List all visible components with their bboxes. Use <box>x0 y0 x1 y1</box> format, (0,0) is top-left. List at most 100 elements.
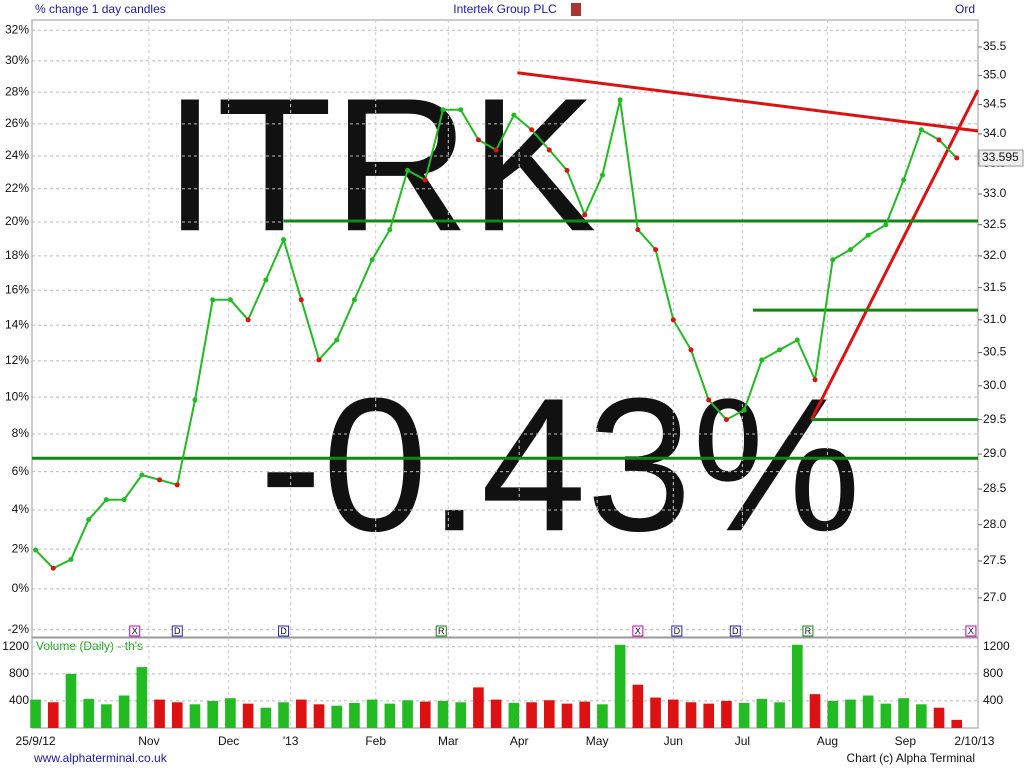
y2-tick-label: 2% <box>12 541 30 555</box>
price-point <box>653 247 659 253</box>
price-point <box>883 222 889 228</box>
event-marker <box>802 625 814 637</box>
volume-bar <box>295 699 307 728</box>
volume-bar <box>83 698 95 728</box>
y-tick-label: 29.0 <box>983 446 1007 460</box>
price-panel <box>31 19 979 638</box>
volume-bar <box>225 698 236 728</box>
x-tick-label: 2/10/13 <box>954 734 994 748</box>
price-point <box>741 407 747 413</box>
volume-bar <box>313 704 325 728</box>
price-point <box>121 497 127 503</box>
trend-line <box>517 71 979 133</box>
volume-tick-label: 400 <box>9 693 29 707</box>
price-point <box>511 112 517 118</box>
y2-tick-label: 32% <box>5 22 29 36</box>
volume-label: Volume (Daily) - th's <box>36 639 143 653</box>
price-point <box>936 137 942 143</box>
y2-tick-label: 22% <box>5 181 29 195</box>
x-tick-label: Feb <box>365 734 386 748</box>
volume-bar <box>473 687 484 728</box>
volume-bar <box>118 695 130 728</box>
y2-tick-label: 0% <box>12 581 30 595</box>
event-label: D <box>174 626 181 636</box>
price-point <box>245 317 251 323</box>
volume-bar <box>738 702 750 728</box>
volume-tick-label: 800 <box>9 666 29 680</box>
x-tick-label: Dec <box>218 734 239 748</box>
event-label: D <box>732 626 739 636</box>
volume-bar <box>951 719 963 728</box>
y-tick-label: 35.5 <box>983 39 1007 53</box>
volume-bar <box>101 704 112 728</box>
price-point <box>723 417 729 423</box>
price-point <box>812 377 818 383</box>
volume-tick-label: 1200 <box>2 639 29 653</box>
y-tick-label: 34.0 <box>983 126 1007 140</box>
y-tick-label: 28.0 <box>983 517 1007 531</box>
price-point <box>529 127 535 133</box>
price-point <box>334 337 340 343</box>
price-point <box>706 397 712 403</box>
event-marker <box>632 625 644 637</box>
price-point <box>670 317 676 323</box>
volume-bar <box>561 703 573 728</box>
x-tick-label: Mar <box>438 734 459 748</box>
volume-bar <box>437 700 449 728</box>
y-tick-label: 28.5 <box>983 481 1007 495</box>
x-tick-label: Jul <box>735 734 750 748</box>
y-tick-label: 31.0 <box>983 312 1007 326</box>
event-marker <box>129 625 141 637</box>
price-point <box>351 297 357 303</box>
y2-tick-label: 28% <box>5 84 29 98</box>
volume-bar <box>47 702 59 728</box>
volume-bar <box>419 701 431 728</box>
price-point <box>86 517 92 523</box>
event-label: X <box>968 626 974 636</box>
price-point <box>174 482 180 488</box>
price-point <box>210 297 216 303</box>
y-tick-label: 34.5 <box>983 97 1007 111</box>
volume-bar <box>756 698 768 728</box>
price-point <box>759 357 765 363</box>
y2-tick-label: 20% <box>5 214 29 228</box>
volume-bar <box>189 704 201 728</box>
volume-bar <box>384 703 396 728</box>
price-point <box>777 347 783 353</box>
price-point <box>599 172 605 178</box>
volume-bar <box>331 705 343 728</box>
event-label: D <box>674 626 681 636</box>
subtitle: % change 1 day candles <box>35 2 166 16</box>
price-point <box>298 297 304 303</box>
event-marker <box>171 625 183 637</box>
y2-tick-label: 18% <box>5 248 29 262</box>
y2-tick-label: 14% <box>5 317 29 331</box>
y-tick-label: 32.0 <box>983 248 1007 262</box>
event-marker <box>278 625 290 637</box>
volume-bar <box>650 697 661 728</box>
volume-bar <box>455 702 467 728</box>
ticker-watermark: ITRK <box>164 59 597 271</box>
volume-bar <box>207 700 219 728</box>
y2-tick-label: -2% <box>8 622 30 636</box>
volume-bar <box>898 698 909 728</box>
title-icon[interactable] <box>571 3 581 16</box>
volume-bar <box>632 684 644 728</box>
x-tick-label: May <box>586 734 609 748</box>
price-point <box>847 247 853 253</box>
y2-tick-label: 30% <box>5 53 29 67</box>
y-tick-label: 33.0 <box>983 186 1007 200</box>
event-label: R <box>438 626 445 636</box>
website[interactable]: www.alphaterminal.co.uk <box>33 751 168 765</box>
y2-tick-label: 12% <box>5 353 29 367</box>
price-point <box>139 472 145 478</box>
volume-bar <box>366 699 378 728</box>
last-price-label: 33.595 <box>982 150 1019 164</box>
credit: Chart (c) Alpha Terminal <box>847 751 976 765</box>
volume-bar <box>278 702 289 728</box>
price-point <box>387 227 393 233</box>
price-point <box>564 167 570 173</box>
x-tick-label: 25/9/12 <box>16 734 56 748</box>
